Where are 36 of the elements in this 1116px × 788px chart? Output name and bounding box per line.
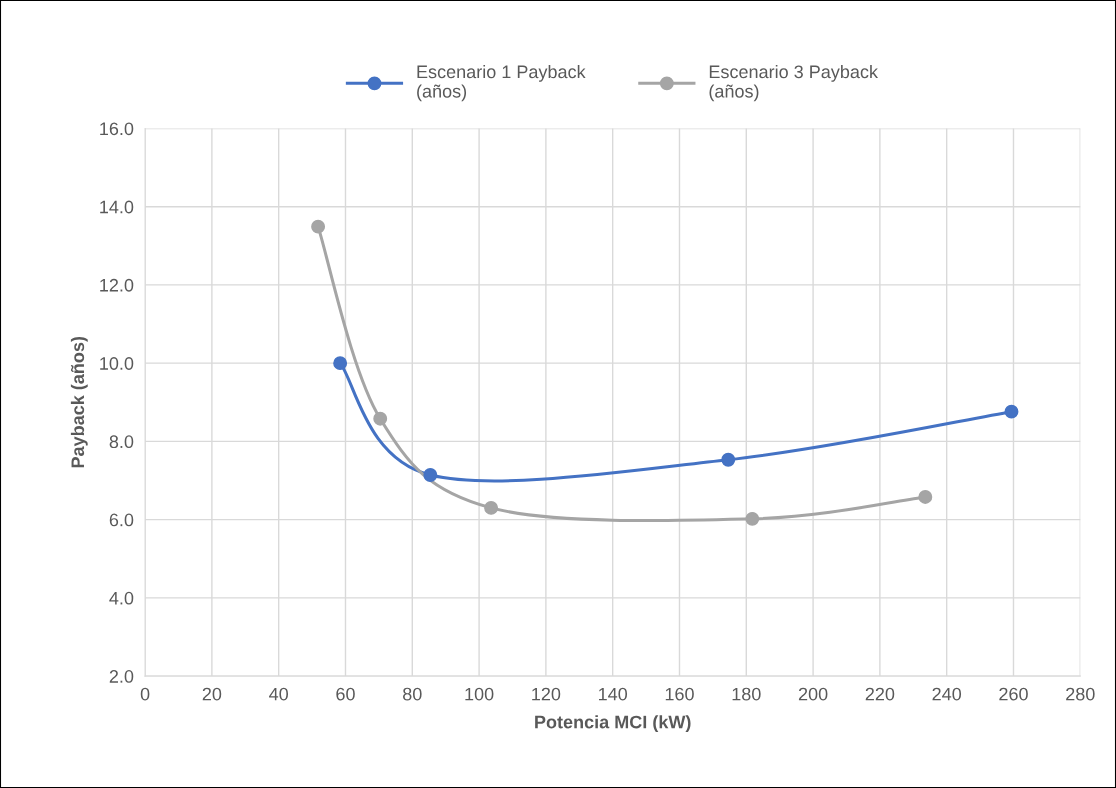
x-axis-title: Potencia MCI (kW) (535, 715, 691, 732)
y-tick-label: 14.0 (100, 200, 134, 214)
y-tick-label: 16.0 (100, 122, 134, 136)
point (423, 468, 438, 482)
y-tick-label: 6.0 (109, 513, 134, 527)
x-tick-label: 160 (665, 687, 694, 701)
x-tick-label: 100 (465, 687, 494, 701)
point (721, 452, 736, 467)
point (745, 511, 760, 526)
point (373, 411, 388, 426)
point (1004, 404, 1019, 419)
x-tick-label: 20 (202, 687, 222, 701)
point (918, 489, 933, 504)
x-tick-label: 220 (865, 687, 895, 701)
y-tick-label: 12.0 (100, 278, 134, 292)
y-tick-label: 2.0 (109, 670, 134, 683)
point (484, 500, 499, 515)
y-tick-label: 10.0 (100, 357, 134, 370)
point (333, 356, 348, 371)
point (311, 219, 326, 234)
legend-label: Escenario 1 Payback (años) (417, 64, 586, 102)
x-tick-label: 140 (599, 687, 628, 701)
y-tick-label: 8.0 (109, 435, 134, 449)
legend-label: Escenario 3 Payback (años) (709, 64, 879, 102)
x-tick-label: 0 (140, 687, 150, 701)
x-tick-label: 180 (732, 687, 761, 701)
x-tick-label: 40 (269, 687, 289, 701)
x-tick-label: 260 (999, 687, 1028, 701)
x-tick-label: 60 (336, 687, 355, 701)
y-tick-label: 4.0 (109, 591, 134, 605)
x-tick-label: 120 (532, 687, 561, 701)
x-tick-label: 80 (403, 687, 422, 701)
x-tick-label: 280 (1066, 687, 1095, 701)
x-tick-label: 240 (932, 687, 962, 701)
y-axis-title: Payback (años) (70, 336, 88, 468)
x-tick-label: 200 (798, 687, 828, 701)
